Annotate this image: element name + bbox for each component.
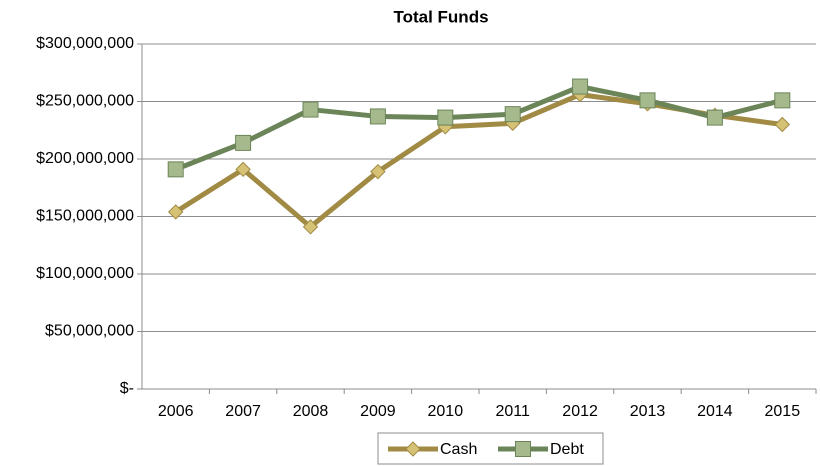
x-tick-label: 2009 [360,403,396,420]
y-tick-label: $250,000,000 [36,93,134,110]
y-tick-label: $- [120,380,134,397]
x-tick-label: 2007 [225,403,261,420]
marker [167,161,184,178]
marker [235,134,252,151]
series-line [174,84,783,172]
marker [235,161,251,178]
marker [302,219,319,235]
marker [774,116,791,133]
marker [504,106,521,123]
marker [369,108,386,125]
legend-label: Cash [440,441,477,458]
marker [706,109,723,126]
x-tick-label: 2008 [293,403,329,420]
chart-title: Total Funds [393,7,488,26]
marker [774,92,791,109]
x-tick-label: 2015 [765,403,801,420]
x-tick-label: 2013 [630,403,666,420]
y-tick-label: $150,000,000 [36,208,134,225]
x-tick-label: 2006 [158,403,194,420]
y-tick-label: $300,000,000 [36,35,134,52]
marker [167,204,184,220]
x-tick-label: 2012 [562,403,598,420]
y-tick-label: $200,000,000 [36,150,134,167]
marker [437,109,454,126]
legend: Cash Debt [377,432,604,465]
y-tick-label: $50,000,000 [45,323,134,340]
x-tick-label: 2011 [495,403,530,420]
x-tick-label: 2010 [428,403,464,420]
marker [405,441,421,457]
legend-label: Debt [550,441,584,458]
marker [370,163,386,180]
marker [515,441,531,457]
marker [302,101,319,118]
marker [639,92,656,109]
marker [572,78,589,95]
y-tick-label: $100,000,000 [36,265,134,282]
x-tick-label: 2014 [697,403,733,420]
